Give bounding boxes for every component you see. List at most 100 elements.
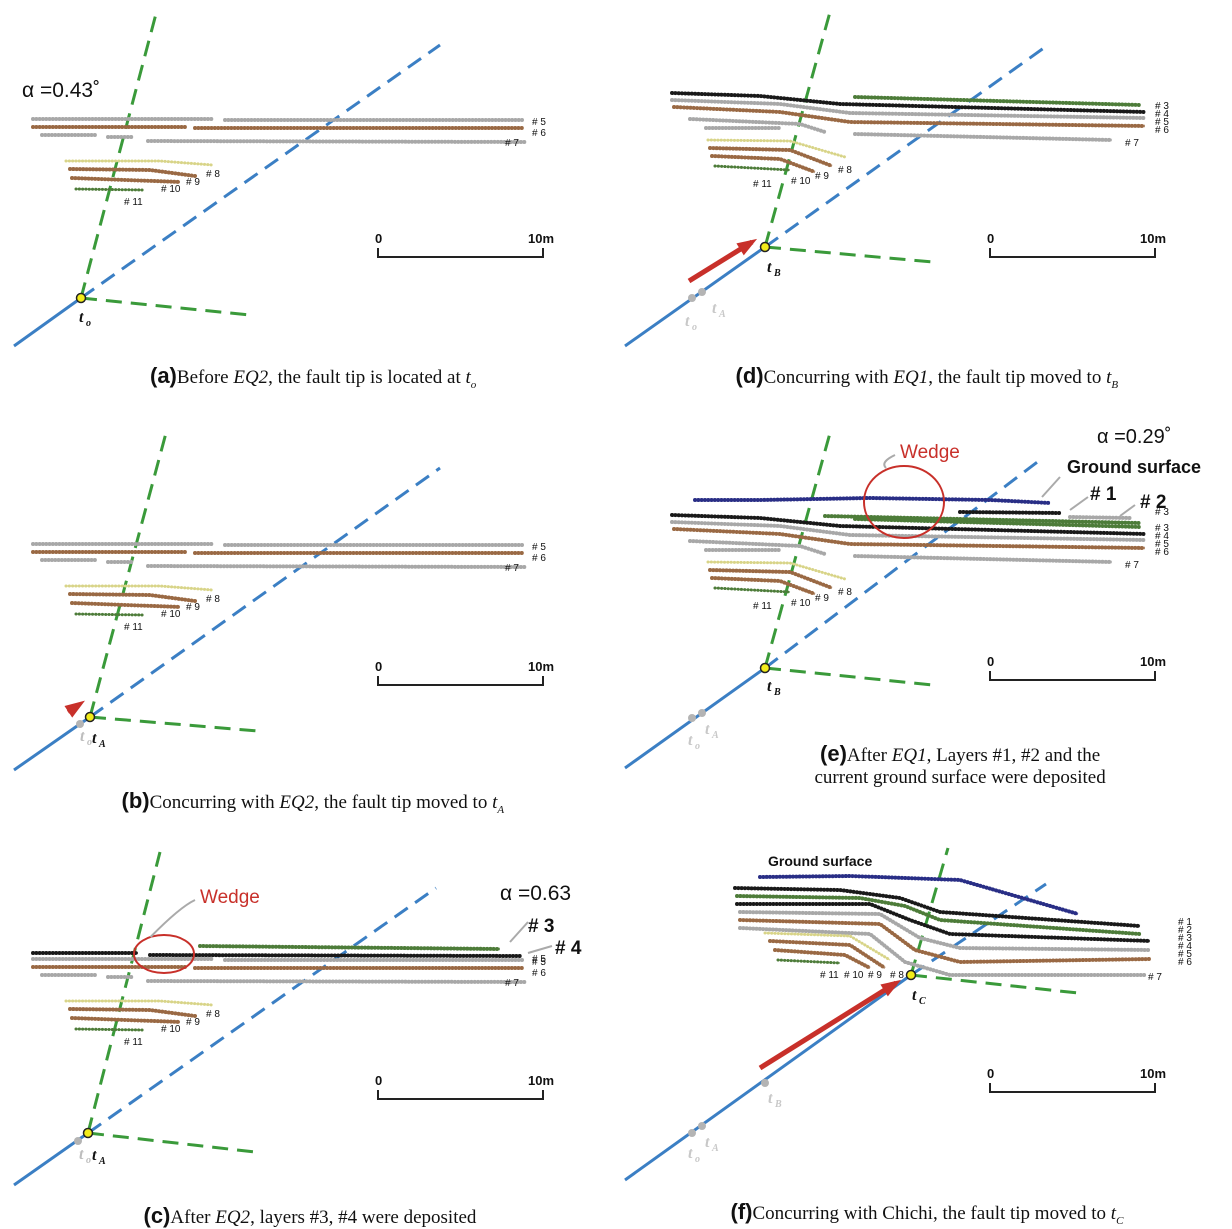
- tip-subscript: B: [774, 1099, 782, 1110]
- scale-bar-line: [377, 1090, 544, 1100]
- axial-surface-steep: [763, 432, 832, 669]
- layer-10-label: # 10: [791, 176, 811, 187]
- layer-5-label: # 5: [1155, 117, 1169, 128]
- ground-surface-label: Ground surface: [768, 853, 872, 869]
- caption-text-post: , layers #3, #4 were deposited: [250, 1207, 477, 1228]
- layer-1-label: # 1: [1090, 484, 1117, 505]
- scale-bar-end: 10m: [1140, 654, 1166, 669]
- caption-label: (d): [735, 363, 764, 388]
- scale-bar-end: 10m: [528, 659, 554, 674]
- tip-t: t: [767, 259, 772, 276]
- layer-10-core: [711, 154, 816, 174]
- layer-8-label: # 8: [206, 1009, 220, 1020]
- layer-7-label: # 7: [505, 138, 519, 149]
- wedge-pointer: [149, 899, 196, 938]
- layer-8-label: # 8: [206, 594, 220, 605]
- tip-subscript: A: [711, 730, 719, 741]
- layer-4-core: [199, 944, 501, 951]
- caption-tip: tC: [1110, 1203, 1124, 1227]
- scale-bar-start: 0: [987, 1066, 994, 1081]
- layer-7-right-core: [147, 139, 526, 144]
- tip-t: t: [767, 678, 772, 695]
- caption-text-pre: After: [170, 1207, 216, 1228]
- layer-4-core: [739, 910, 1151, 952]
- layer-9-label: # 9: [186, 602, 200, 613]
- caption-text-post: , Layers #1, #2 and the: [926, 745, 1101, 766]
- layer-3-right-core: [149, 953, 521, 958]
- tip-subscript: o: [695, 741, 700, 752]
- layer-10-label: # 10: [161, 609, 181, 620]
- tip-subscript: C: [919, 996, 926, 1007]
- layer-6-label: # 6: [1178, 957, 1192, 968]
- layer-9-core: [769, 939, 886, 970]
- layer-11-label: # 11: [753, 601, 772, 612]
- fault-tip-marker: [75, 292, 87, 304]
- layer-6-label: # 6: [532, 128, 546, 139]
- layer-1-label: # 1: [1178, 917, 1192, 928]
- scale-bar-end: 10m: [528, 1073, 554, 1088]
- scale-bar-start: 0: [375, 1073, 382, 1088]
- layer-7-label: # 7: [1148, 972, 1162, 983]
- caption-label: (e): [820, 741, 847, 766]
- layer-7-label: # 7: [1125, 138, 1139, 149]
- layer-7-core: [854, 132, 1113, 142]
- caption-f: (f)Concurring with Chichi, the fault tip…: [731, 1199, 1124, 1227]
- layer-8-label: # 8: [890, 970, 904, 981]
- layer-10-label: # 10: [791, 598, 811, 609]
- caption-tip-subscript: B: [1111, 378, 1119, 391]
- layer-1-core: [959, 510, 1061, 515]
- layer-8-core: [764, 932, 891, 961]
- layer-6-label: # 6: [532, 968, 546, 979]
- layer-9-core: [69, 167, 196, 178]
- wedge-label: Wedge: [900, 442, 960, 463]
- layer-5-label: # 5: [532, 957, 546, 968]
- ground-surface-label: Ground surface: [1067, 457, 1201, 477]
- caption-label: (c): [143, 1203, 171, 1228]
- caption-tip-subscript: o: [470, 378, 477, 391]
- old-tip-marker: [698, 288, 706, 296]
- caption-label: (b): [121, 788, 150, 813]
- fault-tip-marker: [759, 662, 771, 674]
- caption-text-post: , the fault tip moved to: [928, 367, 1107, 388]
- layer-9-label: # 9: [815, 593, 829, 604]
- old-tip-marker: [76, 720, 84, 728]
- layer-8-core: [66, 1000, 213, 1006]
- scale-bar-line: [989, 671, 1156, 681]
- dip-angle-label: α =0.29˚: [1097, 426, 1171, 448]
- layer-9-core: [69, 592, 196, 603]
- panel-f: # 1# 2# 3# 4# 5# 6 # 7 # 8 # 9 # 10 # 11 Groun…: [624, 847, 1192, 1182]
- layer-2-label: # 2: [1140, 492, 1166, 513]
- tip-subscript: o: [692, 322, 697, 333]
- layer-9-core: [709, 568, 833, 590]
- layer-9-label: # 9: [186, 177, 200, 188]
- caption-tip-subscript: C: [1116, 1214, 1124, 1227]
- caption-tip: tA: [492, 792, 505, 816]
- caption-d: (d)Concurring with EQ1, the fault tip mo…: [736, 363, 1119, 391]
- scale-bar-start: 0: [375, 231, 382, 246]
- caption-event: EQ2: [279, 792, 315, 813]
- layer-4-label: # 4: [1155, 109, 1169, 120]
- fault-plane-projected: [89, 466, 441, 719]
- layer-5-label: # 5: [1155, 539, 1169, 550]
- caption-text-line2: current ground surface were deposited: [814, 767, 1106, 788]
- tip-t: t: [712, 300, 717, 317]
- layer-11-label: # 11: [753, 179, 772, 190]
- layer-5-core: [671, 520, 1146, 542]
- caption-text-post: , the fault tip moved to: [314, 792, 493, 813]
- layer-8-core: [707, 139, 846, 158]
- layer-4-pointer: [527, 945, 553, 954]
- tip-subscript: A: [98, 739, 106, 750]
- layer-7-right-core: [147, 979, 526, 984]
- tip-t: t: [705, 721, 710, 738]
- wedge-pointer: [883, 454, 896, 469]
- tip-t: t: [80, 728, 85, 745]
- axial-surface-gentle: [764, 666, 934, 687]
- tip-t: t: [79, 1146, 84, 1163]
- layer-8-core: [707, 561, 846, 580]
- tip-subscript: A: [98, 1156, 106, 1167]
